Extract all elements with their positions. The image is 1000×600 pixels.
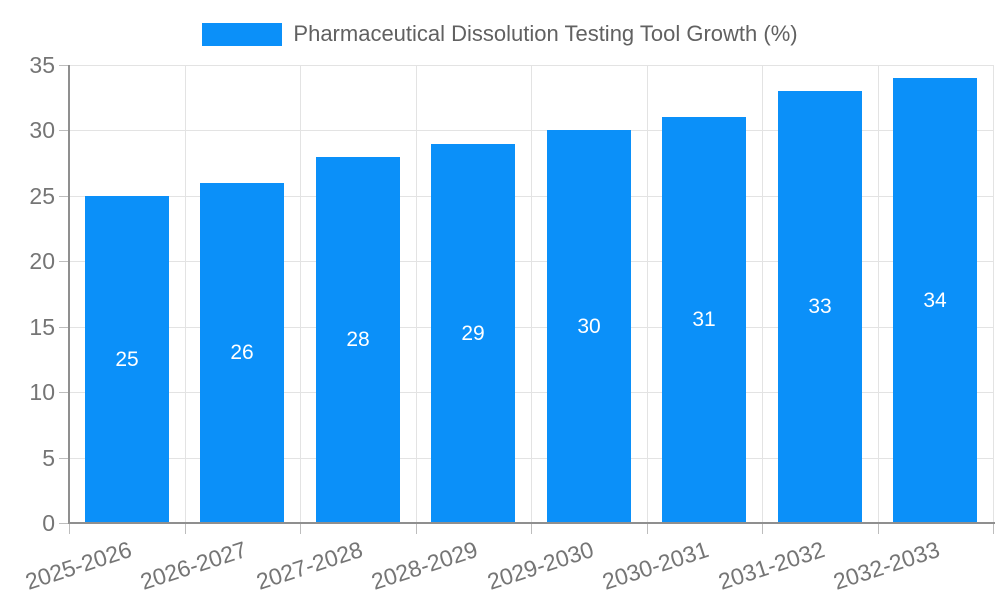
y-tick-mark [59,196,69,197]
bar-value-label: 25 [115,347,139,371]
legend-item[interactable]: Pharmaceutical Dissolution Testing Tool … [0,22,1000,46]
bar-value-label: 30 [577,314,601,338]
y-axis-tick-label: 20 [29,248,55,274]
y-axis-tick-label: 10 [29,379,55,405]
y-axis-tick-label: 0 [42,510,55,536]
x-axis-category-label: 2026-2027 [137,536,250,595]
x-tick-mark [185,524,186,534]
x-gridline [531,65,532,523]
y-tick-mark [59,458,69,459]
x-tick-mark [647,524,648,534]
x-axis-category-label: 2032-2033 [830,536,943,595]
x-gridline [647,65,648,523]
y-axis-tick-label: 30 [29,117,55,143]
x-axis-category-label: 2025-2026 [22,536,135,595]
x-gridline [185,65,186,523]
bar-2025-2026[interactable]: 25 [85,196,169,523]
x-tick-mark [762,524,763,534]
bar-value-label: 33 [808,295,832,318]
y-axis-tick-label: 15 [29,314,55,340]
bar-2032-2033[interactable]: 34 [893,78,977,523]
x-tick-mark [69,524,70,534]
y-tick-mark [59,327,69,328]
bar-value-label: 29 [461,321,485,345]
x-tick-mark [878,524,879,534]
bar-2027-2028[interactable]: 28 [316,157,400,523]
y-axis-tick-label: 35 [29,52,55,78]
y-axis-line [68,65,70,523]
x-tick-mark [993,524,994,534]
y-tick-mark [59,261,69,262]
y-tick-mark [59,65,69,66]
y-axis-tick-label: 25 [29,183,55,209]
bar-2030-2031[interactable]: 31 [662,117,746,523]
x-axis-category-label: 2031-2032 [715,536,828,595]
x-axis-category-label: 2028-2029 [368,536,481,595]
bar-2029-2030[interactable]: 30 [547,130,631,523]
bar-value-label: 31 [692,308,716,331]
bar-value-label: 34 [923,288,947,312]
y-tick-mark [59,130,69,131]
x-gridline [993,65,994,523]
x-tick-mark [531,524,532,534]
x-gridline [878,65,879,523]
x-axis-category-label: 2029-2030 [484,536,597,595]
legend-label: Pharmaceutical Dissolution Testing Tool … [293,21,798,46]
y-axis-tick-label: 5 [42,445,55,471]
x-axis-category-label: 2027-2028 [253,536,366,595]
y-tick-mark [59,392,69,393]
x-gridline [300,65,301,523]
bar-value-label: 28 [346,328,370,351]
x-gridline [416,65,417,523]
x-tick-mark [416,524,417,534]
y-tick-mark [59,523,69,524]
legend-swatch [202,22,283,46]
x-axis-line [68,522,995,524]
bar-2026-2027[interactable]: 26 [200,183,284,523]
bar-2031-2032[interactable]: 33 [778,91,862,523]
bar-value-label: 26 [230,341,254,364]
x-axis-category-label: 2030-2031 [599,536,712,595]
x-tick-mark [300,524,301,534]
x-gridline [762,65,763,523]
bar-2028-2029[interactable]: 29 [431,144,515,523]
